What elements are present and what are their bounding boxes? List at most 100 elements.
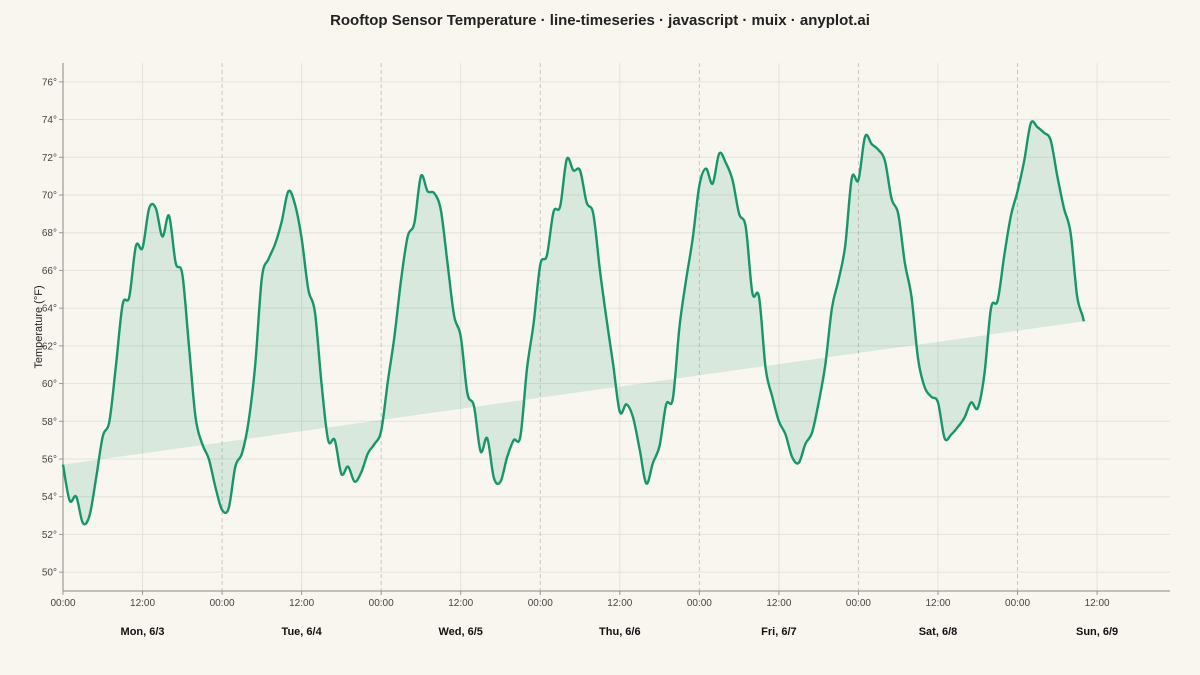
data-point bbox=[493, 477, 495, 479]
data-point bbox=[473, 405, 475, 407]
data-point bbox=[161, 235, 163, 237]
data-point bbox=[1049, 139, 1051, 141]
data-point bbox=[605, 318, 607, 320]
data-point bbox=[367, 452, 369, 454]
data-point bbox=[95, 477, 97, 479]
data-point bbox=[221, 509, 223, 511]
data-point bbox=[62, 463, 64, 465]
data-point bbox=[532, 322, 534, 324]
data-point bbox=[128, 296, 130, 298]
y-axis-title: Temperature (°F) bbox=[33, 285, 45, 368]
data-point bbox=[745, 226, 747, 228]
data-point bbox=[1063, 207, 1065, 209]
data-point bbox=[950, 433, 952, 435]
data-point bbox=[307, 288, 309, 290]
x-tick-label: 00:00 bbox=[846, 598, 871, 609]
data-point bbox=[1003, 254, 1005, 256]
day-label: Sat, 6/8 bbox=[919, 626, 958, 638]
data-point bbox=[440, 209, 442, 211]
data-point bbox=[844, 245, 846, 247]
data-point bbox=[1043, 132, 1045, 134]
x-tick-label: 12:00 bbox=[289, 598, 314, 609]
data-point bbox=[871, 143, 873, 145]
data-point bbox=[665, 403, 667, 405]
data-point bbox=[678, 326, 680, 328]
data-point bbox=[1122, 0, 1124, 1]
day-label: Thu, 6/6 bbox=[599, 626, 641, 638]
data-point bbox=[214, 486, 216, 488]
data-point bbox=[194, 416, 196, 418]
data-point bbox=[658, 445, 660, 447]
data-point bbox=[241, 452, 243, 454]
data-point bbox=[1089, 369, 1091, 371]
chart-title: Rooftop Sensor Temperature · line-timese… bbox=[330, 12, 870, 29]
x-tick-label: 00:00 bbox=[528, 598, 553, 609]
data-point bbox=[645, 482, 647, 484]
data-point bbox=[1010, 215, 1012, 217]
data-point bbox=[904, 262, 906, 264]
x-tick-label: 00:00 bbox=[210, 598, 235, 609]
x-tick-label: 00:00 bbox=[687, 598, 712, 609]
data-point bbox=[943, 437, 945, 439]
data-point bbox=[804, 443, 806, 445]
data-point bbox=[1016, 190, 1018, 192]
data-point bbox=[811, 431, 813, 433]
data-point bbox=[102, 435, 104, 437]
data-point bbox=[387, 380, 389, 382]
data-point bbox=[731, 179, 733, 181]
y-tick-label: 70° bbox=[42, 191, 57, 202]
data-point bbox=[353, 480, 355, 482]
data-point bbox=[851, 177, 853, 179]
y-tick-label: 56° bbox=[42, 455, 57, 466]
data-point bbox=[499, 480, 501, 482]
data-point bbox=[420, 175, 422, 177]
data-point bbox=[141, 247, 143, 249]
data-point bbox=[68, 499, 70, 501]
data-point bbox=[977, 407, 979, 409]
data-point bbox=[612, 364, 614, 366]
data-point bbox=[82, 522, 84, 524]
data-point bbox=[168, 215, 170, 217]
y-tick-label: 74° bbox=[42, 115, 57, 126]
data-point bbox=[274, 243, 276, 245]
data-point bbox=[910, 296, 912, 298]
data-point bbox=[413, 222, 415, 224]
data-point bbox=[937, 401, 939, 403]
data-point bbox=[798, 462, 800, 464]
data-point bbox=[1069, 232, 1071, 234]
data-point bbox=[1076, 296, 1078, 298]
data-point bbox=[890, 198, 892, 200]
y-tick-label: 52° bbox=[42, 530, 57, 541]
data-point bbox=[625, 403, 627, 405]
day-label: Sun, 6/9 bbox=[1076, 626, 1118, 638]
data-point bbox=[466, 392, 468, 394]
data-point bbox=[314, 311, 316, 313]
y-tick-label: 50° bbox=[42, 568, 57, 579]
data-point bbox=[1162, 0, 1164, 1]
data-point bbox=[592, 213, 594, 215]
day-label: Fri, 6/7 bbox=[761, 626, 796, 638]
data-point bbox=[174, 262, 176, 264]
data-point bbox=[334, 439, 336, 441]
data-point bbox=[393, 335, 395, 337]
data-point bbox=[1030, 122, 1032, 124]
data-point bbox=[718, 152, 720, 154]
data-point bbox=[486, 437, 488, 439]
data-point bbox=[957, 426, 959, 428]
data-point bbox=[373, 443, 375, 445]
data-point bbox=[996, 299, 998, 301]
data-point bbox=[247, 420, 249, 422]
y-tick-label: 60° bbox=[42, 379, 57, 390]
data-point bbox=[234, 465, 236, 467]
data-point bbox=[155, 207, 157, 209]
data-point bbox=[546, 254, 548, 256]
data-point bbox=[897, 213, 899, 215]
y-tick-label: 66° bbox=[42, 266, 57, 277]
data-point bbox=[1116, 0, 1118, 1]
x-tick-label: 00:00 bbox=[50, 598, 75, 609]
x-tick-label: 12:00 bbox=[925, 598, 950, 609]
data-point bbox=[135, 245, 137, 247]
data-point bbox=[837, 279, 839, 281]
data-point bbox=[181, 273, 183, 275]
